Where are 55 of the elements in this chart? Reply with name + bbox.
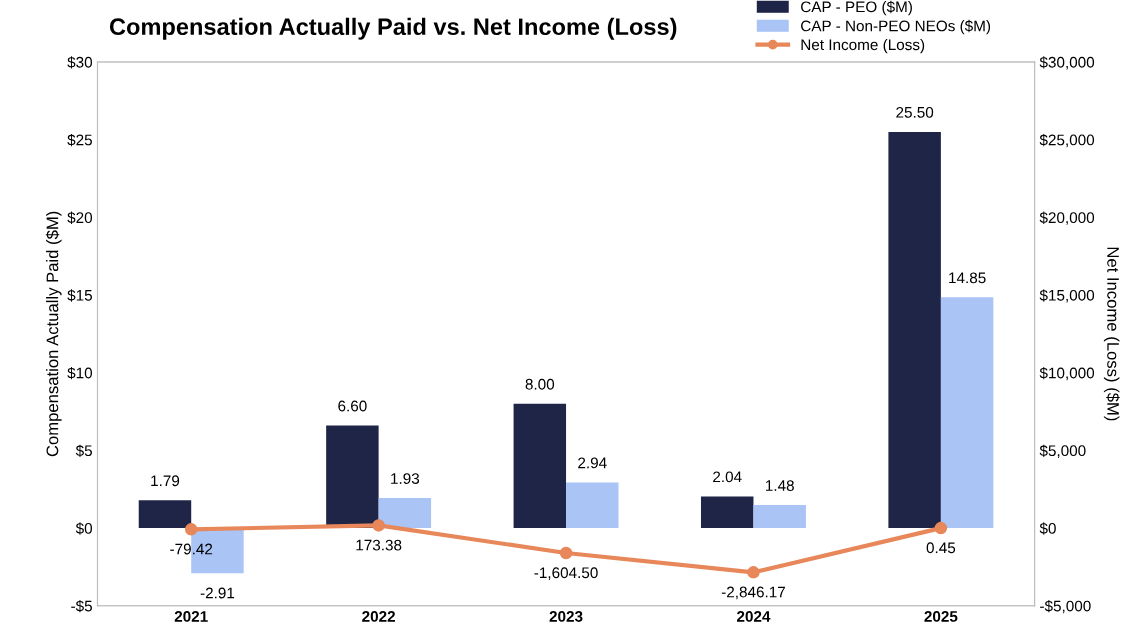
y-tick-label: -$5 bbox=[71, 600, 92, 613]
point bbox=[747, 566, 760, 579]
point bbox=[934, 521, 948, 535]
bar bbox=[138, 500, 192, 529]
y-tick-label: $25 bbox=[67, 133, 92, 147]
y2-tick-label: -$5,000 bbox=[1040, 600, 1091, 614]
point bbox=[372, 519, 385, 532]
x-tick-label: 2024 bbox=[737, 611, 771, 622]
data-label: 173.38 bbox=[356, 539, 402, 551]
y-tick-label: $0 bbox=[75, 522, 93, 535]
y-tick-label: $5 bbox=[75, 444, 92, 457]
y-tick-label: $10 bbox=[67, 366, 93, 380]
point bbox=[559, 546, 573, 560]
bar bbox=[940, 297, 994, 529]
data-label: -2,846.17 bbox=[721, 586, 785, 600]
legend-label: CAP - Non-PEO NEOs ($M) bbox=[801, 19, 991, 35]
x-tick-label: 2021 bbox=[174, 611, 208, 622]
bar bbox=[513, 403, 567, 529]
data-label: -79.42 bbox=[170, 543, 213, 555]
bar bbox=[753, 505, 806, 529]
data-label: 1.79 bbox=[151, 475, 180, 487]
y2-tick-label: $10,000 bbox=[1039, 366, 1095, 381]
y2-tick-label: $5,000 bbox=[1039, 444, 1086, 458]
y2-tick-label: $0 bbox=[1039, 522, 1056, 535]
y2-tick-label: $15,000 bbox=[1039, 289, 1095, 303]
legend-label: Net Income (Loss) bbox=[801, 38, 925, 54]
y-tick-label: $30 bbox=[67, 56, 93, 69]
y-tick-label: $20 bbox=[67, 211, 93, 224]
data-label: 0.45 bbox=[926, 542, 956, 554]
bar bbox=[888, 131, 941, 529]
data-label: 14.85 bbox=[949, 272, 986, 284]
y2-tick-label: $20,000 bbox=[1039, 211, 1095, 225]
point bbox=[184, 523, 198, 536]
x-tick-label: 2023 bbox=[549, 611, 583, 622]
chart-title: Compensation Actually Paid vs. Net Income (Loss) bbox=[109, 17, 677, 40]
y-tick-label: $15 bbox=[67, 289, 92, 302]
y-axis-title: Compensation Actually Paid ($M) bbox=[45, 211, 62, 457]
data-label: 2.04 bbox=[713, 471, 742, 483]
bar bbox=[378, 498, 432, 529]
x-tick-label: 2022 bbox=[362, 611, 396, 622]
data-label: -1,604.50 bbox=[534, 567, 598, 580]
data-label: -2.91 bbox=[200, 587, 235, 599]
y2-tick-label: $30,000 bbox=[1039, 56, 1095, 70]
data-label: 8.00 bbox=[525, 378, 555, 390]
data-label: 1.93 bbox=[391, 473, 420, 484]
legend-label: CAP - PEO ($M) bbox=[801, 0, 912, 16]
data-label: 25.50 bbox=[896, 106, 934, 118]
data-label: 6.60 bbox=[338, 400, 367, 412]
bar bbox=[566, 482, 619, 529]
data-label: 2.94 bbox=[578, 457, 607, 469]
y2-tick-label: $25,000 bbox=[1039, 133, 1095, 148]
y2-axis-title: Net Income (Loss) ($M) bbox=[1103, 247, 1120, 421]
data-label: 1.48 bbox=[766, 480, 794, 491]
bar bbox=[700, 496, 754, 529]
x-tick-label: 2025 bbox=[924, 611, 958, 622]
